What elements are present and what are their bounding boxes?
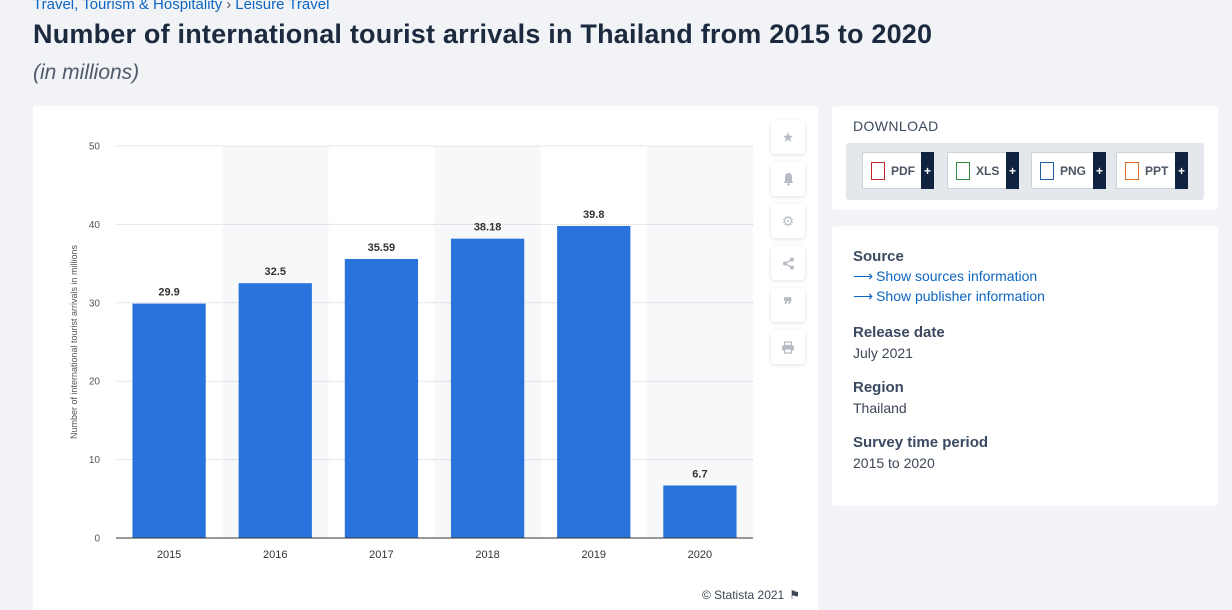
plus-icon: + (1006, 152, 1019, 189)
download-card: DOWNLOAD PDF + XLS + PNG + PPT + (832, 106, 1218, 210)
plus-icon: + (921, 152, 934, 189)
survey-label: Survey time period (853, 434, 989, 451)
arrow-right-icon: ⟶ (853, 288, 874, 304)
x-tick-label: 2018 (475, 549, 499, 561)
release-label: Release date (853, 324, 945, 341)
bell-icon (783, 173, 793, 186)
column-band (646, 146, 753, 538)
quote-icon: ❞ (783, 295, 793, 314)
download-png-button[interactable]: PNG + (1031, 152, 1106, 189)
show-sources-text: Show sources information (876, 268, 1038, 284)
download-xls-button[interactable]: XLS + (947, 152, 1019, 189)
bar (344, 258, 419, 538)
bar (663, 485, 737, 538)
share-button[interactable] (771, 246, 805, 280)
show-publisher-link[interactable]: ⟶ Show publisher information (853, 288, 1045, 305)
show-publisher-text: Show publisher information (876, 288, 1045, 304)
chart-toolbar: ★ ⚙ ❞ (771, 120, 805, 372)
download-ppt-label: PPT (1145, 163, 1169, 178)
survey-value: 2015 to 2020 (853, 455, 935, 471)
print-button[interactable] (771, 330, 805, 364)
release-section: Release date July 2021 (853, 324, 945, 361)
region-value: Thailand (853, 400, 907, 416)
flag-icon[interactable]: ⚑ (789, 588, 800, 602)
region-section: Region Thailand (853, 379, 907, 416)
data-label: 6.7 (692, 468, 707, 480)
region-label: Region (853, 379, 904, 396)
y-tick-label: 50 (89, 142, 101, 153)
gear-icon: ⚙ (781, 212, 795, 229)
data-label: 35.59 (368, 242, 396, 254)
breadcrumb: Travel, Tourism & Hospitality › Leisure Tr… (33, 0, 329, 13)
bar-chart: 0 10 20 30 40 50 29.9 2015 32.5 2016 35.59 2017 38.1… (69, 142, 753, 561)
breadcrumb-separator: › (226, 0, 232, 13)
download-png-label: PNG (1060, 163, 1087, 178)
y-axis-title: Number of international tourist arrivals… (69, 244, 79, 439)
x-tick-label: 2015 (157, 549, 181, 561)
bar (238, 283, 312, 538)
star-icon: ★ (781, 128, 795, 145)
y-tick-label: 20 (89, 377, 101, 388)
page-title: Number of international tourist arrivals… (33, 19, 933, 49)
page-subtitle: (in millions) (33, 61, 140, 84)
pdf-file-icon (871, 161, 885, 180)
download-xls-label: XLS (976, 163, 1000, 178)
plus-icon: + (1175, 152, 1188, 189)
breadcrumb-category-link[interactable]: Travel, Tourism & Hospitality (33, 0, 223, 13)
release-value: July 2021 (853, 345, 913, 361)
download-ppt-button[interactable]: PPT + (1116, 152, 1188, 189)
survey-section: Survey time period 2015 to 2020 (853, 434, 988, 471)
show-sources-link[interactable]: ⟶ Show sources information (853, 268, 1045, 285)
chart-card: 0 10 20 30 40 50 29.9 2015 32.5 2016 35.59 2017 38.1… (33, 106, 818, 610)
plus-icon: + (1093, 152, 1106, 189)
source-section: Source ⟶ Show sources information ⟶ Show p… (853, 248, 1045, 305)
cite-button[interactable]: ❞ (771, 288, 805, 322)
copyright-text[interactable]: © Statista 2021 (702, 588, 785, 602)
data-label: 38.18 (474, 222, 502, 234)
data-label: 39.8 (583, 209, 604, 221)
print-icon (782, 340, 794, 354)
source-label: Source (853, 248, 904, 265)
bar (557, 225, 631, 538)
data-label: 29.9 (158, 287, 179, 299)
download-title: DOWNLOAD (853, 118, 939, 134)
download-pdf-button[interactable]: PDF + (862, 152, 934, 189)
data-label: 32.5 (265, 266, 286, 278)
bar (132, 303, 206, 538)
notification-button[interactable] (771, 162, 805, 196)
download-bar: PDF + XLS + PNG + PPT + (846, 143, 1204, 200)
png-file-icon (1040, 161, 1054, 180)
arrow-right-icon: ⟶ (853, 268, 874, 284)
ppt-file-icon (1125, 161, 1139, 180)
x-tick-label: 2019 (582, 549, 606, 561)
copyright: © Statista 2021 ⚑ (702, 588, 800, 602)
download-pdf-label: PDF (891, 163, 915, 178)
y-tick-label: 40 (89, 220, 101, 231)
x-tick-label: 2017 (369, 549, 393, 561)
y-tick-label: 0 (94, 534, 100, 545)
xls-file-icon (956, 161, 970, 180)
info-card: Source ⟶ Show sources information ⟶ Show p… (832, 226, 1218, 506)
y-tick-label: 10 (89, 455, 101, 466)
bar (450, 238, 525, 538)
settings-button[interactable]: ⚙ (771, 204, 805, 238)
favorite-button[interactable]: ★ (771, 120, 805, 154)
share-icon (782, 257, 794, 269)
breadcrumb-subcategory-link[interactable]: Leisure Travel (235, 0, 330, 13)
x-tick-label: 2020 (688, 549, 712, 561)
y-tick-label: 30 (89, 298, 101, 309)
x-tick-label: 2016 (263, 549, 287, 561)
